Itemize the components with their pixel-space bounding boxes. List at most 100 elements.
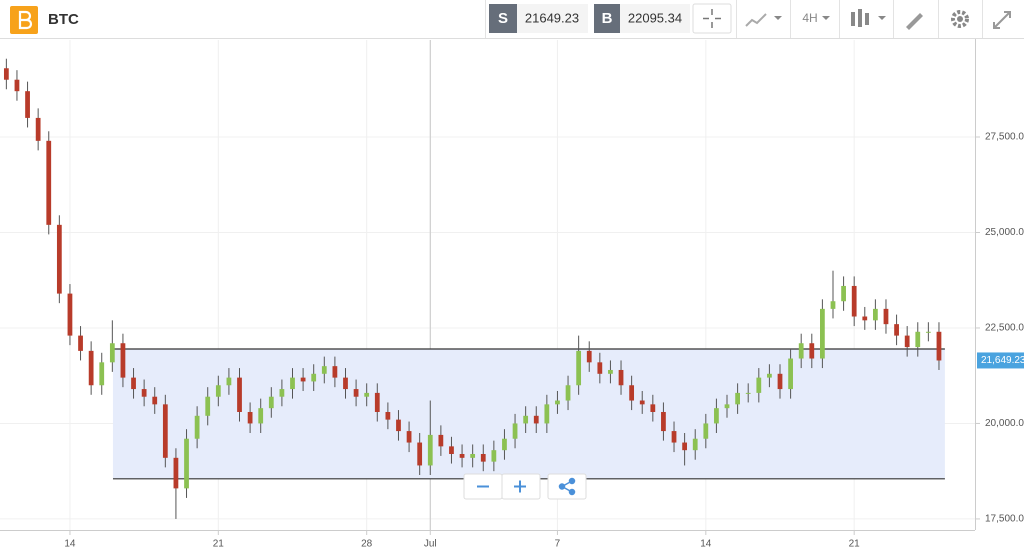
candle-body xyxy=(841,285,846,302)
candle-body xyxy=(78,335,83,351)
dropdown-arrow xyxy=(878,16,886,20)
candle-body xyxy=(724,404,730,409)
candle-body xyxy=(67,293,73,336)
crosshair-icon xyxy=(703,9,721,28)
candle-body xyxy=(565,385,571,401)
candle-body xyxy=(576,350,582,386)
y-tick-label: 27,500.00 xyxy=(985,132,1024,143)
candle-body xyxy=(162,404,168,458)
candle-body xyxy=(925,331,931,333)
y-tick-label: 20,000.00 xyxy=(985,418,1024,429)
candle-body xyxy=(915,331,921,348)
candle-body xyxy=(332,366,338,378)
last-price-label: 21,649.23 xyxy=(981,355,1024,366)
candle-body xyxy=(353,389,359,397)
candle-body xyxy=(597,362,603,374)
candles xyxy=(3,58,942,519)
candle-body xyxy=(629,385,635,401)
candle-body xyxy=(184,438,189,489)
candle-body xyxy=(385,411,391,420)
candle-body xyxy=(141,389,147,397)
sell-badge[interactable] xyxy=(489,4,517,33)
candle-body xyxy=(88,350,94,386)
draw-icon[interactable] xyxy=(906,13,923,30)
candle-body xyxy=(809,343,815,359)
candle-body xyxy=(767,373,772,378)
x-tick-label: Jul xyxy=(424,539,437,550)
sell-price-box[interactable] xyxy=(517,4,588,33)
candle-body xyxy=(343,377,348,390)
candle-body xyxy=(427,434,433,466)
candle-body xyxy=(99,362,105,386)
x-tick-label: 21 xyxy=(213,539,225,550)
range-box xyxy=(112,348,945,479)
candle-body xyxy=(714,408,719,424)
candle-body xyxy=(904,335,910,348)
sell-price: 21649.23 xyxy=(525,10,579,25)
settings-icon[interactable] xyxy=(951,10,969,28)
candle-body xyxy=(364,392,370,397)
share-icon xyxy=(558,477,576,496)
candle-body xyxy=(3,68,9,80)
axes: 17,500.00 20,000.00 22,500.00 25,000.00 27,5… xyxy=(64,132,1024,550)
candle-body xyxy=(46,140,52,225)
candle-body xyxy=(682,442,688,451)
candle-body xyxy=(894,324,899,336)
x-tick-label: 14 xyxy=(64,539,76,550)
candle-body xyxy=(756,377,762,393)
x-tick-label: 28 xyxy=(361,539,373,550)
candle-body xyxy=(215,385,221,397)
x-tick-label: 7 xyxy=(555,539,561,550)
candle-body xyxy=(56,224,62,294)
crosshair-button[interactable] xyxy=(692,3,732,34)
candle-body xyxy=(438,434,444,447)
annotation xyxy=(112,348,945,480)
candle-body xyxy=(417,442,423,466)
buy-price-box[interactable] xyxy=(620,4,690,33)
candle-body xyxy=(862,316,868,321)
toolbar: BTC S 21649.23 B 22095.34 4H xyxy=(0,0,1024,39)
sell-label: S xyxy=(498,10,508,27)
interval[interactable]: 4H xyxy=(802,11,817,25)
share-button[interactable] xyxy=(547,473,587,500)
candle-body xyxy=(586,350,592,363)
candle-body xyxy=(883,308,889,325)
candle-body xyxy=(247,411,253,424)
candle-body xyxy=(692,438,698,451)
candle-body xyxy=(396,419,401,432)
candle-body xyxy=(258,408,264,424)
candle-body xyxy=(406,431,412,443)
buy-badge[interactable] xyxy=(594,4,620,33)
candle-body xyxy=(703,423,709,439)
candle-body xyxy=(300,377,306,382)
candle-body xyxy=(523,415,529,424)
candle-icon[interactable] xyxy=(851,9,869,27)
last-price-tag xyxy=(977,352,1024,369)
x-tick-label: 21 xyxy=(849,539,861,550)
zoom-controls xyxy=(463,473,587,500)
chart-type-icon[interactable] xyxy=(745,13,767,27)
buy-label: B xyxy=(602,10,613,27)
candle-body xyxy=(788,358,793,390)
candle-body xyxy=(491,450,497,462)
y-tick-label: 25,000.00 xyxy=(985,227,1024,238)
candle-body xyxy=(470,453,476,458)
candle-body xyxy=(555,400,560,405)
candle-body xyxy=(671,431,677,443)
x-tick-label: 14 xyxy=(700,539,712,550)
fullscreen-icon[interactable] xyxy=(993,11,1011,29)
candle-body xyxy=(152,396,158,405)
candle-body xyxy=(321,366,327,374)
candle-body xyxy=(936,331,942,361)
candle-body xyxy=(459,453,465,458)
buy-price: 22095.34 xyxy=(628,10,682,25)
candle-body xyxy=(480,453,486,462)
candle-body xyxy=(533,415,539,424)
candle-body xyxy=(25,91,30,118)
candle-body xyxy=(449,446,454,454)
candle-body xyxy=(639,400,645,405)
candle-body xyxy=(279,389,285,397)
candle-body xyxy=(735,392,740,405)
candle-body xyxy=(650,404,656,412)
